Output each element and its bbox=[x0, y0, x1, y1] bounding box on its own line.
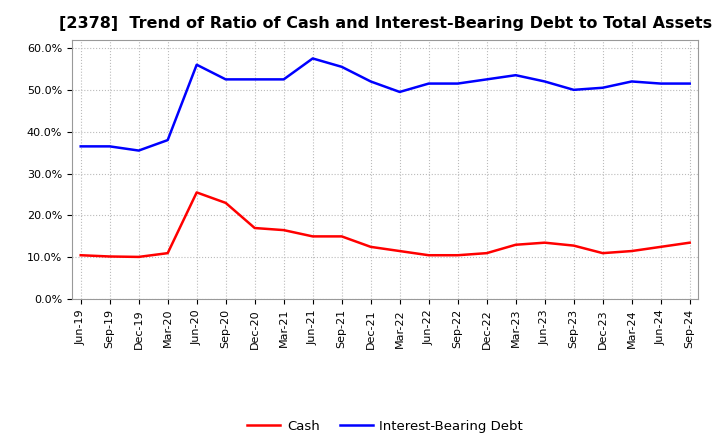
Interest-Bearing Debt bbox=[627, 79, 636, 84]
Interest-Bearing Debt bbox=[163, 137, 172, 143]
Cash bbox=[482, 250, 491, 256]
Cash bbox=[395, 249, 404, 254]
Interest-Bearing Debt bbox=[657, 81, 665, 86]
Cash bbox=[424, 253, 433, 258]
Interest-Bearing Debt bbox=[76, 144, 85, 149]
Cash bbox=[163, 250, 172, 256]
Interest-Bearing Debt bbox=[308, 56, 317, 61]
Interest-Bearing Debt bbox=[105, 144, 114, 149]
Cash bbox=[570, 243, 578, 248]
Interest-Bearing Debt bbox=[424, 81, 433, 86]
Cash bbox=[105, 254, 114, 259]
Interest-Bearing Debt bbox=[482, 77, 491, 82]
Cash bbox=[221, 200, 230, 205]
Interest-Bearing Debt bbox=[251, 77, 259, 82]
Cash bbox=[279, 227, 288, 233]
Cash bbox=[511, 242, 520, 247]
Interest-Bearing Debt bbox=[541, 79, 549, 84]
Cash bbox=[251, 225, 259, 231]
Cash bbox=[657, 244, 665, 249]
Interest-Bearing Debt bbox=[570, 87, 578, 92]
Interest-Bearing Debt bbox=[366, 79, 375, 84]
Line: Interest-Bearing Debt: Interest-Bearing Debt bbox=[81, 59, 690, 150]
Cash bbox=[135, 254, 143, 260]
Legend: Cash, Interest-Bearing Debt: Cash, Interest-Bearing Debt bbox=[242, 415, 528, 438]
Interest-Bearing Debt bbox=[511, 73, 520, 78]
Cash bbox=[598, 250, 607, 256]
Cash bbox=[76, 253, 85, 258]
Title: [2378]  Trend of Ratio of Cash and Interest-Bearing Debt to Total Assets: [2378] Trend of Ratio of Cash and Intere… bbox=[58, 16, 712, 32]
Cash bbox=[308, 234, 317, 239]
Interest-Bearing Debt bbox=[192, 62, 201, 67]
Cash bbox=[454, 253, 462, 258]
Interest-Bearing Debt bbox=[135, 148, 143, 153]
Interest-Bearing Debt bbox=[454, 81, 462, 86]
Cash bbox=[192, 190, 201, 195]
Interest-Bearing Debt bbox=[338, 64, 346, 70]
Interest-Bearing Debt bbox=[395, 89, 404, 95]
Cash bbox=[338, 234, 346, 239]
Line: Cash: Cash bbox=[81, 192, 690, 257]
Interest-Bearing Debt bbox=[598, 85, 607, 90]
Cash bbox=[627, 249, 636, 254]
Cash bbox=[541, 240, 549, 246]
Interest-Bearing Debt bbox=[221, 77, 230, 82]
Interest-Bearing Debt bbox=[685, 81, 694, 86]
Cash bbox=[685, 240, 694, 246]
Interest-Bearing Debt bbox=[279, 77, 288, 82]
Cash bbox=[366, 244, 375, 249]
